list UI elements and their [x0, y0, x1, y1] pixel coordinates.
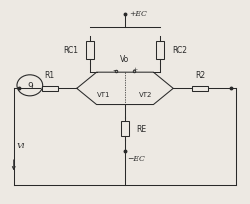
Text: RC2: RC2	[172, 46, 187, 55]
Text: −: −	[112, 67, 118, 72]
Text: Vo: Vo	[120, 55, 130, 64]
Text: VT2: VT2	[139, 92, 153, 98]
Text: Vi: Vi	[16, 141, 25, 149]
Text: R2: R2	[195, 70, 205, 79]
Bar	[156, 42, 164, 60]
Bar	[192, 86, 208, 92]
Text: 9: 9	[27, 81, 33, 90]
Text: +EC: +EC	[129, 10, 146, 18]
Text: R1: R1	[44, 70, 55, 79]
Text: −EC: −EC	[128, 154, 145, 162]
Bar	[121, 122, 129, 137]
Text: +: +	[132, 67, 138, 72]
Text: RC1: RC1	[63, 46, 78, 55]
Bar	[42, 86, 58, 92]
Text: VT1: VT1	[97, 92, 111, 98]
Bar	[86, 42, 94, 60]
Text: RE: RE	[136, 125, 146, 134]
